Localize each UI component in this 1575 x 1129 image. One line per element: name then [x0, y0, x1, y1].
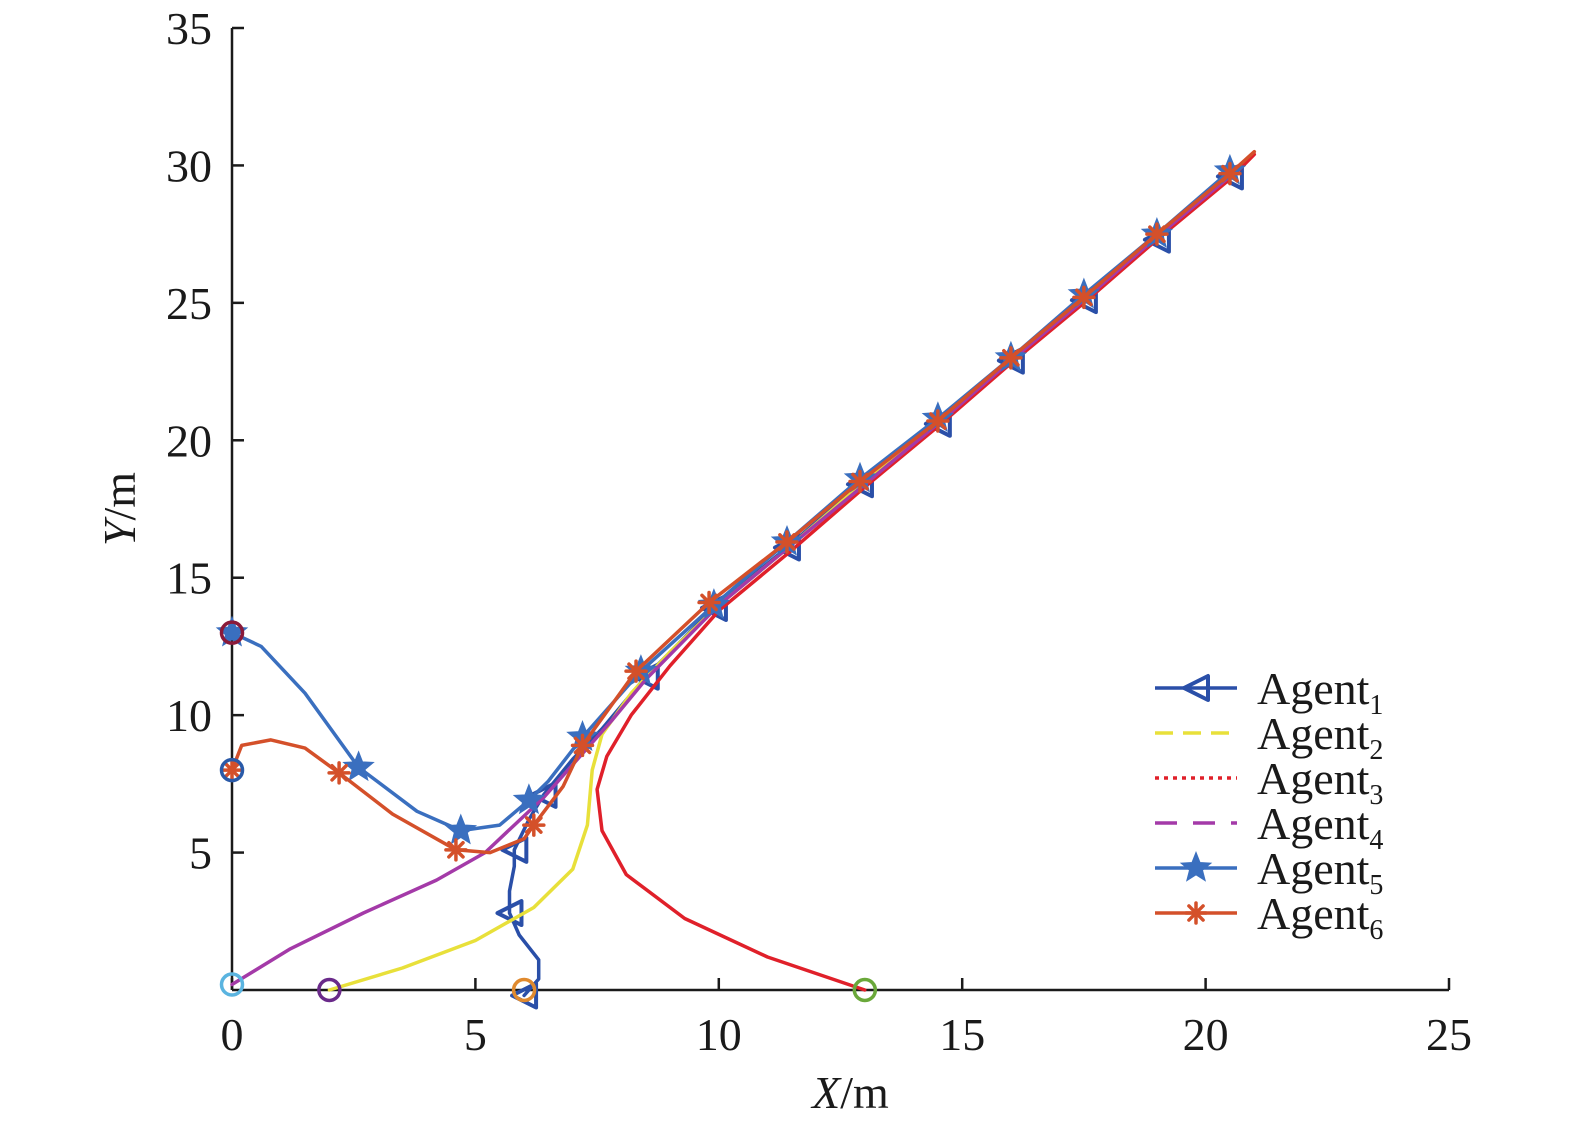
legend-entry-agent-3: Agent3: [1155, 753, 1383, 811]
legend-label-sub: 2: [1369, 735, 1383, 766]
legend-label: Agent4: [1257, 798, 1383, 856]
legend-marker: [1179, 850, 1213, 882]
y-tick-label: 25: [166, 278, 212, 329]
x-axis-var: X: [810, 1067, 842, 1118]
start-point-agent-6: [219, 757, 245, 783]
legend-entry-agent-4: Agent4: [1155, 798, 1383, 856]
legend-label: Agent6: [1257, 888, 1383, 946]
series-line-agent-3: [595, 152, 1257, 992]
legend-label-name: Agent: [1257, 888, 1370, 939]
data-point-agent-6: [1218, 161, 1242, 186]
legend-label-sub: 1: [1369, 690, 1383, 721]
legend-label: Agent2: [1257, 708, 1383, 766]
data-point-agent-6: [848, 469, 872, 494]
legend-label-name: Agent: [1257, 753, 1370, 804]
x-axis-label: X/m: [810, 1067, 889, 1118]
data-point-agent-6: [570, 733, 595, 758]
start-point-agent-3: [852, 977, 878, 1003]
y-tick-label: 5: [189, 828, 212, 879]
series-line-agent-4: [230, 174, 1232, 987]
legend-entry-agent-2: Agent2: [1155, 708, 1383, 766]
y-tick-label: 30: [166, 140, 212, 191]
data-point-agent-6: [444, 838, 468, 862]
start-markers: [219, 620, 878, 1003]
legend-label-name: Agent: [1257, 798, 1370, 849]
data-point-agent-5: [444, 813, 478, 845]
legend-label-sub: 6: [1369, 915, 1383, 946]
legend-label-name: Agent: [1257, 708, 1370, 759]
start-point-agent-4: [219, 972, 245, 997]
data-point-agent-6: [697, 590, 721, 615]
x-tick-label: 5: [464, 1009, 487, 1060]
data-point-agent-6: [220, 758, 244, 782]
legend-entry-agent-1: Agent1: [1155, 663, 1383, 721]
data-point-agent-6: [522, 813, 546, 837]
x-tick-label: 25: [1426, 1009, 1472, 1060]
x-tick-label: 0: [221, 1009, 244, 1060]
x-tick-label: 15: [939, 1009, 985, 1060]
y-tick-label: 20: [166, 415, 212, 466]
y-tick-label: 15: [166, 553, 212, 604]
legend-label-sub: 3: [1369, 780, 1383, 811]
legend-label: Agent5: [1257, 843, 1383, 901]
y-axis-unit: /m: [94, 472, 145, 521]
data-point-agent-6: [1145, 222, 1169, 246]
data-point-agent-6: [999, 346, 1023, 370]
y-tick-label: 10: [166, 690, 212, 741]
data-point-agent-6: [624, 659, 648, 683]
series-line-agent-6: [230, 149, 1257, 855]
legend-label-sub: 5: [1369, 870, 1383, 901]
legend-marker: [1182, 674, 1210, 702]
x-tick-label: 20: [1183, 1009, 1229, 1060]
series-line-agent-5: [230, 169, 1232, 833]
data-point-agent-6: [775, 530, 799, 554]
start-point-agent-1: [511, 977, 537, 1003]
x-axis-unit: /m: [840, 1067, 889, 1118]
y-tick-label: 35: [166, 3, 212, 54]
x-tick-label: 10: [696, 1009, 742, 1060]
legend-label-name: Agent: [1257, 843, 1370, 894]
legend-label: Agent3: [1257, 753, 1383, 811]
data-point-agent-5: [512, 783, 546, 815]
series-line-agent-1: [507, 174, 1232, 998]
data-point-agent-6: [327, 761, 351, 785]
legend-marker: [1184, 901, 1208, 925]
series-layer: [215, 149, 1257, 1010]
start-point-agent-5: [219, 620, 245, 645]
legend-label-sub: 4: [1369, 825, 1383, 856]
data-point-agent-5: [342, 750, 375, 782]
legend-label: Agent1: [1257, 663, 1383, 721]
legend-entry-agent-5: Agent5: [1155, 843, 1383, 901]
y-axis-label: Y/m: [94, 472, 145, 546]
legend-label-name: Agent: [1257, 663, 1370, 714]
start-point-agent-2: [317, 977, 342, 1003]
legend-entry-agent-6: Agent6: [1155, 888, 1383, 946]
data-point-agent-6: [926, 409, 950, 433]
data-point-agent-6: [1072, 285, 1096, 310]
y-axis-var: Y: [94, 516, 145, 546]
